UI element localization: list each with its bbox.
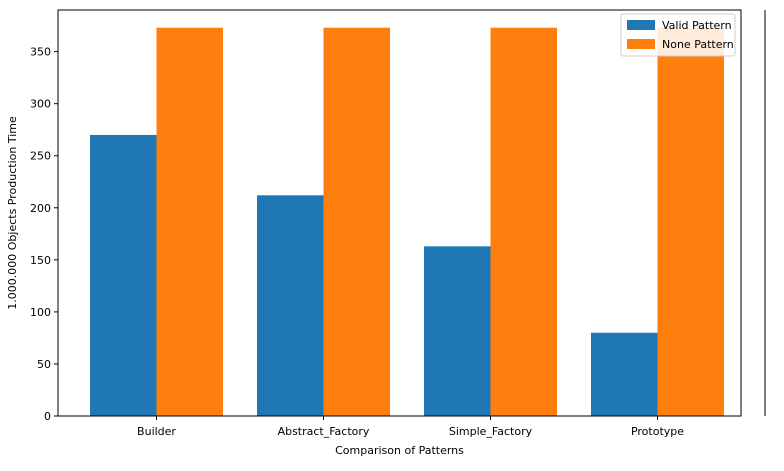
y-tick-label: 100 — [30, 306, 51, 319]
y-tick-label: 0 — [44, 410, 51, 423]
y-axis: 0 50 100 150 200 250 300 350 — [30, 46, 58, 423]
y-axis-label: 1.000.000 Objects Production Time — [6, 116, 19, 310]
bar-simple-factory-valid-pattern — [424, 246, 491, 416]
legend-swatch-valid-pattern — [627, 20, 655, 30]
x-tick-label: Abstract_Factory — [278, 425, 370, 438]
y-tick-label: 350 — [30, 46, 51, 59]
x-tick-label: Simple_Factory — [449, 425, 533, 438]
bar-builder-valid-pattern — [90, 134, 157, 416]
y-tick-label: 50 — [37, 358, 51, 371]
x-tick-label: Prototype — [631, 425, 684, 438]
x-tick-label: Builder — [137, 425, 176, 438]
bar-abstract-factory-none-pattern — [323, 27, 390, 416]
bar-abstract-factory-valid-pattern — [257, 195, 324, 416]
legend-swatch-none-pattern — [627, 39, 655, 49]
legend-label-valid-pattern: Valid Pattern — [662, 19, 732, 32]
bar-simple-factory-none-pattern — [490, 27, 557, 416]
legend: Valid Pattern None Pattern — [620, 13, 736, 57]
y-tick-label: 150 — [30, 254, 51, 267]
plot-frame — [57, 9, 742, 417]
bar-builder-none-pattern — [156, 27, 223, 416]
x-axis: Builder Abstract_Factory Simple_Factory Pro… — [137, 416, 684, 438]
y-tick-label: 250 — [30, 150, 51, 163]
bar-prototype-valid-pattern — [591, 332, 658, 416]
x-axis-label: Comparison of Patterns — [335, 444, 464, 457]
bars-group — [90, 27, 724, 416]
y-tick-label: 300 — [30, 98, 51, 111]
y-tick-label: 200 — [30, 202, 51, 215]
legend-label-none-pattern: None Pattern — [662, 38, 734, 51]
bar-prototype-none-pattern — [657, 27, 724, 416]
